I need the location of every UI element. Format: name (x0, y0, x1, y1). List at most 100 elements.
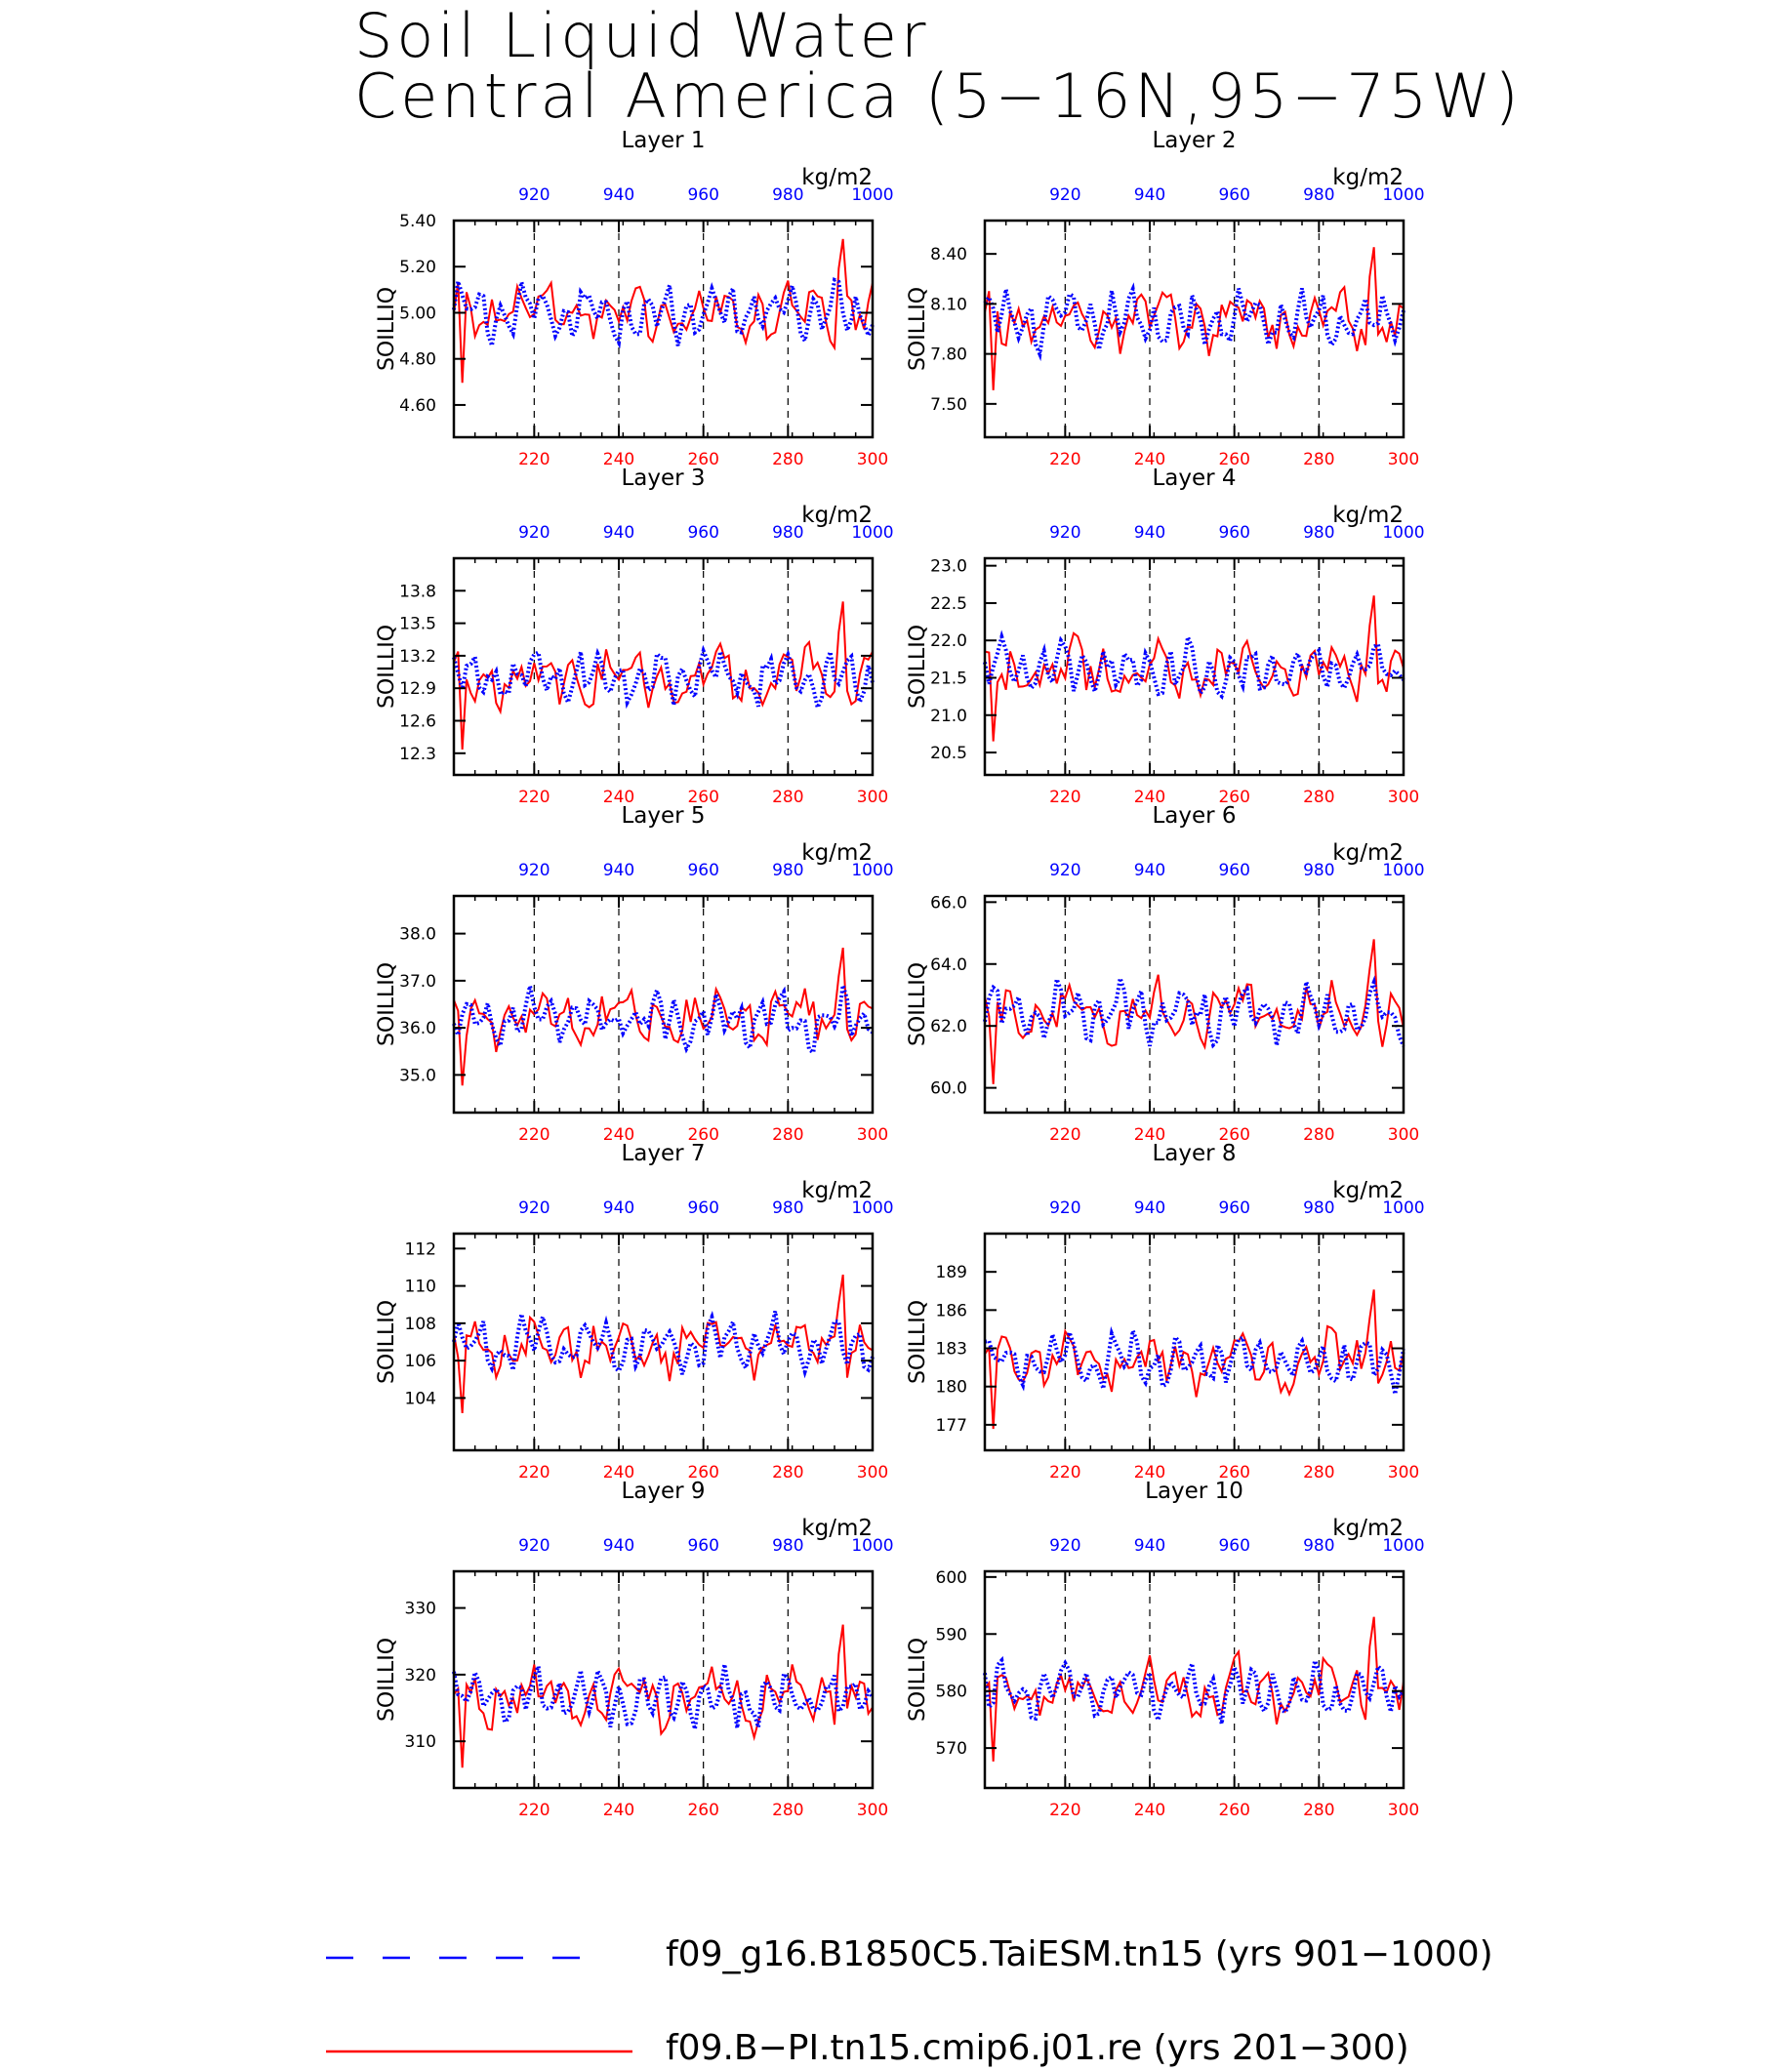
x-tick-label-bottom: 220 (1049, 1801, 1080, 1820)
x-tick-label-top: 960 (1218, 185, 1249, 205)
panel-title: Layer 8 (1152, 1141, 1236, 1166)
panel-layer-10: Layer 10 kg/m2 SOILLIQ 220 240 260 280 300 920 94… (906, 1479, 1425, 1820)
x-tick-label-top: 980 (1303, 1198, 1334, 1218)
x-tick-label-top: 1000 (1382, 861, 1424, 880)
x-tick-label-top: 960 (1218, 1198, 1249, 1218)
units-label: kg/m2 (801, 1178, 873, 1203)
x-tick-label-bottom: 260 (1218, 1801, 1249, 1820)
x-tick-label-top: 940 (1134, 185, 1165, 205)
x-tick-label-top: 940 (603, 1198, 634, 1218)
x-tick-label-top: 920 (1049, 1198, 1080, 1218)
y-tick-label: 5.00 (399, 304, 436, 323)
y-axis-label: SOILLIQ (375, 1638, 399, 1722)
units-label: kg/m2 (1332, 1178, 1404, 1203)
panel-layer-3: Layer 3 kg/m2 SOILLIQ 220 240 260 280 300 920 940… (375, 466, 894, 807)
y-tick-label: 36.0 (399, 1019, 436, 1038)
y-tick-label: 177 (936, 1416, 967, 1436)
series-red-line (453, 601, 874, 750)
y-tick-label: 7.80 (930, 345, 967, 365)
y-axis-label: SOILLIQ (375, 625, 399, 709)
y-tick-label: 186 (936, 1301, 967, 1320)
x-tick-label-top: 960 (1218, 861, 1249, 880)
x-tick-label-top: 1000 (851, 1536, 893, 1556)
x-tick-label-bottom: 240 (603, 1463, 634, 1482)
x-tick-label-bottom: 280 (772, 788, 803, 807)
y-tick-label: 4.80 (399, 350, 436, 370)
y-axis-label: SOILLIQ (906, 287, 930, 371)
x-tick-label-top: 940 (603, 1536, 634, 1556)
plot-frame (452, 894, 875, 1115)
y-tick-label: 600 (936, 1568, 967, 1588)
y-axis-label: SOILLIQ (906, 962, 930, 1046)
x-tick-label-top: 940 (1134, 523, 1165, 543)
y-axis-label: SOILLIQ (906, 1300, 930, 1384)
x-tick-label-bottom: 220 (1049, 788, 1080, 807)
x-tick-label-top: 920 (518, 861, 550, 880)
x-tick-label-top: 920 (1049, 861, 1080, 880)
x-tick-label-bottom: 240 (603, 788, 634, 807)
x-tick-label-bottom: 280 (772, 1125, 803, 1145)
panel-layer-8: Layer 8 kg/m2 SOILLIQ 220 240 260 280 300 920 940… (906, 1141, 1425, 1482)
panel-layer-9: Layer 9 kg/m2 SOILLIQ 220 240 260 280 300 920 940… (375, 1479, 894, 1820)
y-axis-label: SOILLIQ (375, 962, 399, 1046)
y-tick-label: 5.40 (399, 212, 436, 231)
panel-title: Layer 2 (1152, 128, 1236, 153)
x-tick-label-top: 980 (772, 523, 803, 543)
y-tick-label: 183 (936, 1340, 967, 1360)
series-blue-line (452, 984, 875, 1056)
series-blue-line (984, 1324, 1405, 1395)
x-tick-label-bottom: 240 (603, 450, 634, 469)
y-tick-label: 66.0 (930, 893, 967, 913)
x-tick-label-bottom: 300 (857, 1125, 888, 1145)
x-tick-label-top: 960 (687, 185, 718, 205)
units-label: kg/m2 (801, 165, 873, 190)
x-tick-label-bottom: 280 (1303, 1801, 1334, 1820)
x-tick-label-top: 1000 (1382, 1198, 1424, 1218)
x-tick-label-bottom: 300 (857, 788, 888, 807)
x-tick-label-top: 980 (772, 185, 803, 205)
x-tick-label-top: 980 (1303, 861, 1334, 880)
panel-title: Layer 10 (1145, 1479, 1243, 1504)
y-tick-label: 180 (936, 1378, 967, 1398)
y-axis-label: SOILLIQ (906, 1638, 930, 1722)
y-tick-label: 13.8 (399, 582, 436, 601)
units-label: kg/m2 (801, 1516, 873, 1541)
units-label: kg/m2 (1332, 1516, 1404, 1541)
x-tick-label-top: 1000 (851, 523, 893, 543)
panel-title: Layer 1 (621, 128, 705, 153)
y-axis-label: SOILLIQ (375, 287, 399, 371)
x-tick-label-top: 1000 (851, 185, 893, 205)
plot-frame (452, 1569, 875, 1790)
x-tick-label-top: 940 (1134, 1198, 1165, 1218)
x-tick-label-top: 980 (1303, 1536, 1334, 1556)
x-tick-label-bottom: 280 (772, 1801, 803, 1820)
x-tick-label-bottom: 240 (1134, 1125, 1165, 1145)
x-tick-label-bottom: 260 (687, 1801, 718, 1820)
x-tick-label-bottom: 260 (1218, 450, 1249, 469)
series-red-line (453, 1274, 874, 1413)
y-tick-label: 12.3 (399, 745, 436, 764)
y-tick-label: 60.0 (930, 1079, 967, 1099)
chart-title-line-2: Central America (5−16N,95−75W) (354, 61, 1523, 132)
x-tick-label-bottom: 300 (857, 1463, 888, 1482)
panel-layer-5: Layer 5 kg/m2 SOILLIQ 220 240 260 280 300 920 940… (375, 803, 894, 1145)
y-tick-label: 590 (936, 1625, 967, 1645)
series-red-line (984, 1616, 1405, 1762)
x-tick-label-bottom: 280 (1303, 788, 1334, 807)
y-tick-label: 108 (405, 1315, 436, 1334)
x-tick-label-bottom: 260 (687, 1125, 718, 1145)
plot-frame (983, 1569, 1405, 1790)
y-tick-label: 22.5 (930, 594, 967, 614)
y-tick-label: 189 (936, 1263, 967, 1282)
y-tick-label: 8.10 (930, 295, 967, 314)
panel-layer-4: Layer 4 kg/m2 SOILLIQ 220 240 260 280 300 920 940… (906, 466, 1425, 807)
y-tick-label: 13.5 (399, 615, 436, 634)
plot-frame (452, 219, 875, 439)
y-tick-label: 320 (405, 1666, 436, 1685)
series-red-line (984, 1289, 1405, 1430)
x-tick-label-bottom: 240 (1134, 788, 1165, 807)
x-tick-label-bottom: 220 (518, 1801, 550, 1820)
x-tick-label-top: 940 (1134, 861, 1165, 880)
x-tick-label-top: 960 (1218, 523, 1249, 543)
x-tick-label-bottom: 240 (1134, 1801, 1165, 1820)
